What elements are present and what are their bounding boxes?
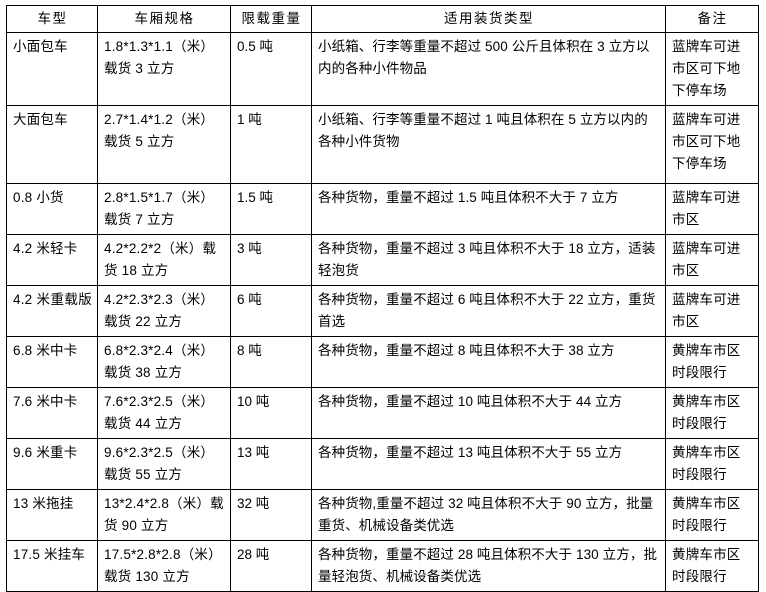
table-row: 17.5 米挂车 17.5*2.8*2.8（米）载货 130 立方 28 吨 各… xyxy=(6,540,759,592)
cell-note: 蓝牌车可进市区可下地下停车场 xyxy=(665,105,759,184)
cell-cargo: 各种货物，重量不超过 10 吨且体积不大于 44 立方 xyxy=(311,387,666,439)
cell-note: 黄牌车市区时段限行 xyxy=(665,387,759,439)
cell-cargo: 各种货物，重量不超过 6 吨且体积不大于 22 立方，重货首选 xyxy=(311,285,666,337)
table-row: 0.8 小货 2.8*1.5*1.7（米）载货 7 立方 1.5 吨 各种货物，… xyxy=(6,183,759,235)
table-row: 9.6 米重卡 9.6*2.3*2.5（米）载货 55 立方 13 吨 各种货物… xyxy=(6,438,759,490)
cell-size: 7.6*2.3*2.5（米）载货 44 立方 xyxy=(97,387,231,439)
cell-cargo: 各种货物，重量不超过 28 吨且体积不大于 130 立方，批量轻泡货、机械设备类… xyxy=(311,540,666,592)
cell-model: 9.6 米重卡 xyxy=(6,438,98,490)
cell-note: 黄牌车市区时段限行 xyxy=(665,540,759,592)
cell-model: 0.8 小货 xyxy=(6,183,98,235)
cell-model: 4.2 米重载版 xyxy=(6,285,98,337)
cell-cargo: 各种货物，重量不超过 8 吨且体积不大于 38 立方 xyxy=(311,336,666,388)
cell-note: 黄牌车市区时段限行 xyxy=(665,336,759,388)
cell-size: 9.6*2.3*2.5（米）载货 55 立方 xyxy=(97,438,231,490)
cell-capacity: 0.5 吨 xyxy=(230,32,312,106)
cell-note: 蓝牌车可进市区 xyxy=(665,285,759,337)
cell-cargo: 各种货物，重量不超过 3 吨且体积不大于 18 立方，适装轻泡货 xyxy=(311,234,666,286)
cell-cargo: 小纸箱、行李等重量不超过 1 吨且体积在 5 立方以内的各种小件货物 xyxy=(311,105,666,184)
cell-capacity: 6 吨 xyxy=(230,285,312,337)
column-header-size: 车厢规格 xyxy=(97,5,231,33)
column-header-capacity: 限载重量 xyxy=(230,5,312,33)
table-row: 大面包车 2.7*1.4*1.2（米）载货 5 立方 1 吨 小纸箱、行李等重量… xyxy=(6,105,759,184)
cell-cargo: 各种货物，重量不超过 13 吨且体积不大于 55 立方 xyxy=(311,438,666,490)
table-row: 13 米拖挂 13*2.4*2.8（米）载货 90 立方 32 吨 各种货物,重… xyxy=(6,489,759,541)
table-header: 车型 车厢规格 限载重量 适用装货类型 备注 xyxy=(6,5,759,33)
cell-size: 2.7*1.4*1.2（米）载货 5 立方 xyxy=(97,105,231,184)
cell-size: 17.5*2.8*2.8（米）载货 130 立方 xyxy=(97,540,231,592)
cell-model: 大面包车 xyxy=(6,105,98,184)
cell-note: 蓝牌车可进市区可下地下停车场 xyxy=(665,32,759,106)
header-row: 车型 车厢规格 限载重量 适用装货类型 备注 xyxy=(6,5,759,33)
cell-cargo: 各种货物,重量不超过 32 吨且体积不大于 90 立方，批量重货、机械设备类优选 xyxy=(311,489,666,541)
column-header-cargo: 适用装货类型 xyxy=(311,5,666,33)
column-header-note: 备注 xyxy=(665,5,759,33)
cell-note: 蓝牌车可进市区 xyxy=(665,183,759,235)
column-header-model: 车型 xyxy=(6,5,98,33)
cell-capacity: 32 吨 xyxy=(230,489,312,541)
cell-capacity: 1 吨 xyxy=(230,105,312,184)
cell-capacity: 28 吨 xyxy=(230,540,312,592)
page-root: 车型 车厢规格 限载重量 适用装货类型 备注 小面包车 1.8*1.3*1.1（… xyxy=(6,5,759,592)
cell-size: 2.8*1.5*1.7（米）载货 7 立方 xyxy=(97,183,231,235)
cell-size: 1.8*1.3*1.1（米）载货 3 立方 xyxy=(97,32,231,106)
cell-note: 黄牌车市区时段限行 xyxy=(665,438,759,490)
cell-capacity: 10 吨 xyxy=(230,387,312,439)
cell-cargo: 各种货物，重量不超过 1.5 吨且体积不大于 7 立方 xyxy=(311,183,666,235)
table-row: 7.6 米中卡 7.6*2.3*2.5（米）载货 44 立方 10 吨 各种货物… xyxy=(6,387,759,439)
cell-model: 7.6 米中卡 xyxy=(6,387,98,439)
table-row: 6.8 米中卡 6.8*2.3*2.4（米）载货 38 立方 8 吨 各种货物，… xyxy=(6,336,759,388)
table-row: 小面包车 1.8*1.3*1.1（米）载货 3 立方 0.5 吨 小纸箱、行李等… xyxy=(6,32,759,106)
cell-size: 6.8*2.3*2.4（米）载货 38 立方 xyxy=(97,336,231,388)
cell-capacity: 1.5 吨 xyxy=(230,183,312,235)
cell-model: 6.8 米中卡 xyxy=(6,336,98,388)
table-row: 4.2 米轻卡 4.2*2.2*2（米）载货 18 立方 3 吨 各种货物，重量… xyxy=(6,234,759,286)
cell-note: 蓝牌车可进市区 xyxy=(665,234,759,286)
cell-cargo: 小纸箱、行李等重量不超过 500 公斤且体积在 3 立方以内的各种小件物品 xyxy=(311,32,666,106)
cell-model: 17.5 米挂车 xyxy=(6,540,98,592)
cell-size: 4.2*2.2*2（米）载货 18 立方 xyxy=(97,234,231,286)
cell-capacity: 3 吨 xyxy=(230,234,312,286)
cell-capacity: 8 吨 xyxy=(230,336,312,388)
cell-model: 13 米拖挂 xyxy=(6,489,98,541)
cell-capacity: 13 吨 xyxy=(230,438,312,490)
table-body: 小面包车 1.8*1.3*1.1（米）载货 3 立方 0.5 吨 小纸箱、行李等… xyxy=(6,32,759,592)
cell-size: 4.2*2.3*2.3（米）载货 22 立方 xyxy=(97,285,231,337)
vehicle-spec-table: 车型 车厢规格 限载重量 适用装货类型 备注 小面包车 1.8*1.3*1.1（… xyxy=(6,5,759,592)
cell-size: 13*2.4*2.8（米）载货 90 立方 xyxy=(97,489,231,541)
cell-note: 黄牌车市区时段限行 xyxy=(665,489,759,541)
table-row: 4.2 米重载版 4.2*2.3*2.3（米）载货 22 立方 6 吨 各种货物… xyxy=(6,285,759,337)
cell-model: 小面包车 xyxy=(6,32,98,106)
cell-model: 4.2 米轻卡 xyxy=(6,234,98,286)
